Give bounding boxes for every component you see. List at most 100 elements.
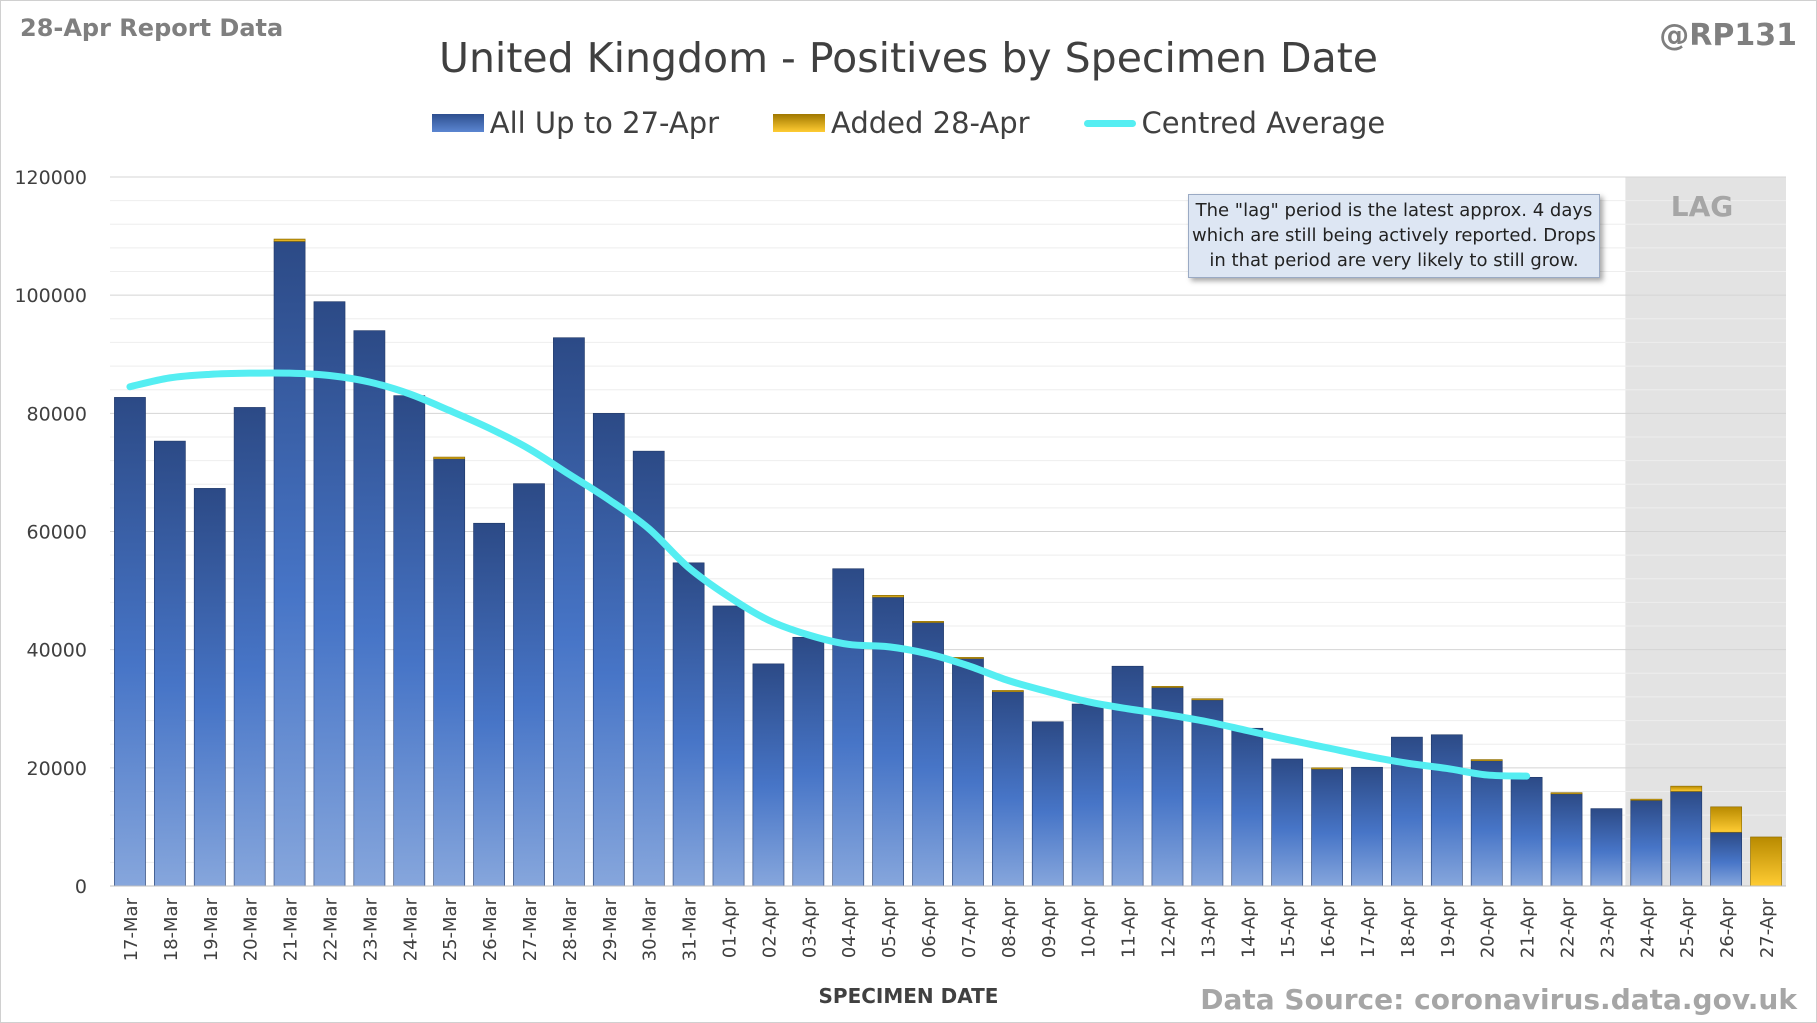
chart-legend: All Up to 27-Apr Added 28-Apr Centred Av… bbox=[0, 106, 1817, 140]
annotation-line-3: in that period are very likely to still … bbox=[1209, 250, 1579, 271]
bar-all-up-to-27-apr bbox=[592, 413, 625, 887]
legend-label-added: Added 28-Apr bbox=[831, 106, 1030, 140]
chart-title: United Kingdom - Positives by Specimen D… bbox=[438, 34, 1379, 82]
bar-all-up-to-27-apr bbox=[1271, 758, 1304, 887]
x-tick-label: 20-Mar bbox=[241, 897, 262, 961]
bar-all-up-to-27-apr bbox=[273, 241, 306, 887]
bar-added-28-apr bbox=[1311, 767, 1343, 770]
bar-all-up-to-27-apr bbox=[473, 522, 505, 887]
legend-label-all: All Up to 27-Apr bbox=[489, 106, 720, 140]
x-tick-label: 29-Mar bbox=[600, 897, 621, 961]
x-tick-label: 04-Apr bbox=[839, 897, 860, 958]
x-tick-label: 27-Apr bbox=[1757, 897, 1778, 958]
bar-added-28-apr bbox=[872, 595, 905, 598]
x-tick-label: 23-Mar bbox=[360, 897, 381, 961]
x-tick-label: 20-Apr bbox=[1478, 897, 1499, 958]
x-tick-label: 24-Mar bbox=[400, 897, 421, 961]
bar-all-up-to-27-apr bbox=[712, 605, 745, 887]
y-tick-label: 100000 bbox=[14, 285, 87, 307]
x-tick-label: 12-Apr bbox=[1158, 897, 1179, 958]
bar-all-up-to-27-apr bbox=[1111, 665, 1144, 887]
report-tag: 28-Apr Report Data bbox=[20, 14, 284, 42]
x-tick-label: 07-Apr bbox=[959, 897, 980, 958]
author-handle: @RP131 bbox=[1659, 18, 1797, 53]
lag-label: LAG bbox=[1670, 190, 1734, 223]
legend-swatch-blue-icon bbox=[431, 114, 484, 132]
x-tick-label: 27-Mar bbox=[520, 897, 541, 961]
x-tick-label: 23-Apr bbox=[1597, 897, 1618, 958]
x-tick-label: 11-Apr bbox=[1119, 897, 1140, 958]
bar-all-up-to-27-apr bbox=[553, 337, 585, 887]
bar-all-up-to-27-apr bbox=[1351, 766, 1383, 887]
bar-all-up-to-27-apr bbox=[1031, 721, 1064, 887]
bar-added-28-apr bbox=[1470, 759, 1503, 762]
x-tick-label: 19-Apr bbox=[1438, 897, 1459, 958]
bar-added-28-apr bbox=[1750, 836, 1782, 887]
bar-all-up-to-27-apr bbox=[752, 663, 785, 887]
bar-added-28-apr bbox=[1710, 806, 1743, 833]
bar-all-up-to-27-apr bbox=[1311, 768, 1343, 887]
legend-item-all: All Up to 27-Apr bbox=[431, 106, 720, 140]
bar-added-28-apr bbox=[952, 657, 984, 659]
legend-label-average: Centred Average bbox=[1141, 106, 1386, 140]
x-tick-label: 18-Apr bbox=[1398, 897, 1419, 958]
bar-all-up-to-27-apr bbox=[1510, 776, 1543, 887]
x-tick-label: 15-Apr bbox=[1278, 897, 1299, 958]
x-tick-label: 21-Apr bbox=[1518, 897, 1539, 958]
bar-all-up-to-27-apr bbox=[1470, 760, 1503, 887]
x-tick-label: 26-Apr bbox=[1717, 897, 1738, 958]
y-tick-label: 80000 bbox=[27, 403, 87, 425]
y-tick-label: 120000 bbox=[14, 167, 87, 189]
x-tick-label: 25-Apr bbox=[1677, 897, 1698, 958]
bar-added-28-apr bbox=[433, 456, 466, 460]
x-tick-label: 30-Mar bbox=[640, 897, 661, 961]
bar-added-28-apr bbox=[1151, 685, 1184, 688]
x-tick-label: 22-Mar bbox=[320, 897, 341, 961]
y-tick-label: 60000 bbox=[27, 522, 87, 544]
x-tick-label: 26-Mar bbox=[480, 897, 501, 961]
bar-all-up-to-27-apr bbox=[393, 395, 426, 887]
x-tick-label: 31-Mar bbox=[680, 897, 701, 961]
x-tick-label: 01-Apr bbox=[720, 897, 741, 958]
bar-added-28-apr bbox=[1670, 785, 1703, 792]
bar-all-up-to-27-apr bbox=[832, 568, 865, 887]
y-tick-label: 0 bbox=[75, 876, 87, 898]
x-tick-label: 03-Apr bbox=[799, 897, 820, 958]
bar-all-up-to-27-apr bbox=[1231, 727, 1264, 887]
bar-all-up-to-27-apr bbox=[513, 483, 545, 887]
x-tick-label: 18-Mar bbox=[161, 897, 182, 961]
x-tick-label: 05-Apr bbox=[879, 897, 900, 958]
centred-average-line bbox=[126, 369, 1531, 780]
x-tick-label: 21-Mar bbox=[281, 897, 302, 961]
x-tick-label: 06-Apr bbox=[919, 897, 940, 958]
bar-all-up-to-27-apr bbox=[1590, 808, 1623, 887]
legend-swatch-line-icon bbox=[1083, 119, 1136, 127]
bar-added-28-apr bbox=[1550, 792, 1583, 795]
bar-all-up-to-27-apr bbox=[1430, 734, 1463, 887]
y-tick-label: 20000 bbox=[27, 758, 87, 780]
bar-all-up-to-27-apr bbox=[1151, 687, 1184, 887]
legend-swatch-gold-icon bbox=[773, 114, 826, 132]
bar-all-up-to-27-apr bbox=[1710, 831, 1743, 887]
x-tick-label: 10-Apr bbox=[1079, 897, 1100, 958]
bar-all-up-to-27-apr bbox=[114, 397, 146, 887]
y-tick-label: 40000 bbox=[27, 640, 87, 662]
x-tick-label: 13-Apr bbox=[1198, 897, 1219, 958]
bar-all-up-to-27-apr bbox=[1191, 699, 1224, 887]
x-tick-label: 14-Apr bbox=[1238, 897, 1259, 958]
legend-item-average: Centred Average bbox=[1083, 106, 1386, 140]
x-tick-label: 19-Mar bbox=[201, 897, 222, 961]
bar-all-up-to-27-apr bbox=[1550, 793, 1583, 887]
bar-all-up-to-27-apr bbox=[153, 440, 186, 887]
x-tick-label: 08-Apr bbox=[999, 897, 1020, 958]
x-tick-label: 25-Mar bbox=[440, 897, 461, 961]
bar-all-up-to-27-apr bbox=[233, 407, 266, 887]
x-tick-label: 09-Apr bbox=[1039, 897, 1060, 958]
bar-all-up-to-27-apr bbox=[872, 596, 905, 887]
x-tick-label: 28-Mar bbox=[560, 897, 581, 961]
x-tick-label: 22-Apr bbox=[1558, 897, 1579, 958]
legend-item-added: Added 28-Apr bbox=[773, 106, 1030, 140]
bar-added-28-apr bbox=[991, 690, 1024, 692]
x-tick-label: 17-Apr bbox=[1358, 897, 1379, 958]
